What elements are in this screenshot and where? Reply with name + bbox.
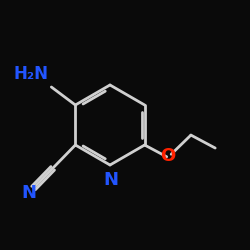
Text: N: N (22, 184, 37, 202)
Text: N: N (104, 171, 119, 189)
Text: O: O (160, 147, 176, 165)
Text: H₂N: H₂N (14, 65, 49, 83)
